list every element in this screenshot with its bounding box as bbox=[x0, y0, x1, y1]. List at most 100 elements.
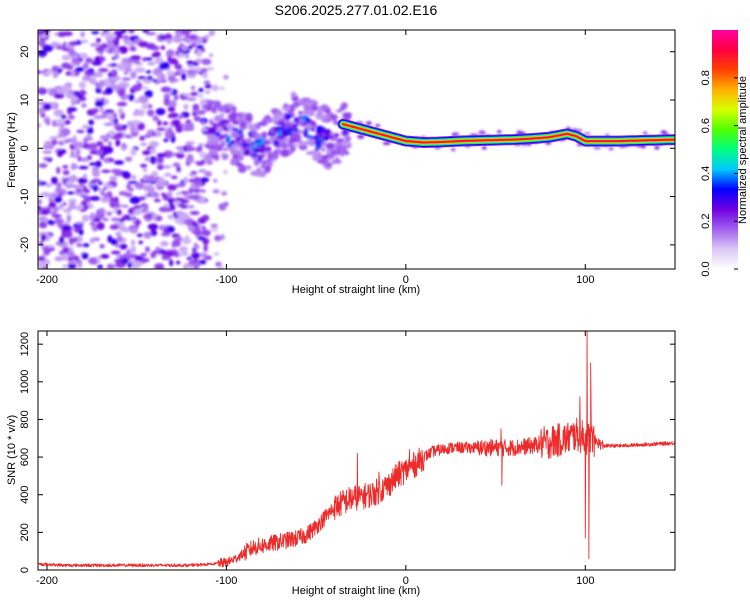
spectrogram-cell bbox=[96, 222, 105, 231]
spectrogram-cell bbox=[198, 87, 204, 93]
spectrogram-cell bbox=[222, 147, 228, 152]
spectrogram-cell bbox=[61, 54, 71, 61]
spectrogram-cell bbox=[382, 141, 391, 145]
spectrogram-cell bbox=[62, 164, 69, 169]
spectrogram-cell bbox=[38, 87, 47, 93]
spectrogram-cell bbox=[298, 110, 303, 115]
spectrogram-cell bbox=[238, 163, 246, 172]
spectrogram-cell bbox=[340, 140, 350, 147]
spectrogram-cell bbox=[66, 251, 76, 258]
spectrogram-cell bbox=[201, 68, 208, 73]
spectrogram-cell bbox=[175, 50, 180, 56]
spectrogram-cell bbox=[164, 251, 175, 257]
spectrogram-cell bbox=[206, 66, 215, 71]
spectrogram-cell bbox=[129, 125, 137, 133]
x-tick-label: 100 bbox=[576, 575, 594, 587]
spectrogram-cell bbox=[155, 182, 167, 187]
spectrogram-cell bbox=[161, 165, 172, 169]
colorbar-tick-label: 0.0 bbox=[700, 261, 712, 276]
spectrogram-cell bbox=[136, 122, 145, 131]
spectrogram-cell bbox=[219, 119, 230, 125]
spectrogram-cell bbox=[214, 234, 222, 242]
spectrogram-cell bbox=[145, 31, 157, 36]
spectrogram-cell bbox=[91, 31, 100, 35]
spectrogram-cell bbox=[176, 166, 181, 172]
spectrogram-cell bbox=[67, 263, 77, 269]
spectrogram-cell bbox=[159, 73, 165, 80]
spectrogram-cell bbox=[55, 186, 62, 194]
spectrogram-cell bbox=[242, 142, 247, 147]
spectrogram-cell bbox=[50, 211, 57, 216]
spectrogram-cell bbox=[178, 147, 184, 155]
spectrogram-cell bbox=[97, 181, 104, 185]
spectrogram-cell bbox=[131, 84, 142, 92]
spectrogram-cell bbox=[215, 261, 222, 267]
spectrogram-cell bbox=[186, 154, 194, 160]
spectrogram-cell bbox=[105, 86, 114, 95]
spectrogram-cell bbox=[288, 132, 294, 136]
spectrogram-cell bbox=[187, 30, 193, 33]
spectrogram-cell bbox=[38, 199, 42, 205]
spectrogram-cell bbox=[144, 89, 153, 98]
spectrogram-cell bbox=[139, 142, 148, 147]
spectrogram-cell bbox=[190, 170, 198, 175]
spectrogram-cell bbox=[292, 132, 300, 139]
spectrogram-cell bbox=[103, 145, 114, 154]
spectrogram-cell bbox=[100, 189, 105, 196]
spectrogram-cell bbox=[113, 196, 119, 204]
spectrogram-cell bbox=[287, 140, 294, 145]
spectrogram-cell bbox=[260, 146, 267, 154]
snr-x-axis-title: Height of straight line (km) bbox=[292, 585, 420, 597]
spectrogram-cell bbox=[85, 57, 94, 64]
spectrogram-cell bbox=[124, 192, 133, 198]
spectrogram-cell bbox=[189, 39, 195, 44]
spectrogram-cell bbox=[99, 244, 105, 249]
spectrogram-cell bbox=[147, 61, 156, 66]
spectrogram-cell bbox=[643, 131, 648, 135]
spectrogram-cell bbox=[143, 203, 149, 211]
spectrogram-cell bbox=[126, 248, 131, 257]
spectrogram-cell bbox=[38, 30, 45, 36]
spectrogram-cell bbox=[98, 79, 106, 88]
spectrogram-cell bbox=[191, 112, 198, 116]
spectrogram-cell bbox=[77, 155, 82, 162]
x-tick-label: -100 bbox=[215, 274, 237, 286]
spectrogram-cell bbox=[175, 183, 186, 188]
spectrogram-cell bbox=[140, 252, 148, 257]
spectrogram-cell bbox=[213, 178, 218, 183]
spectrogram-cell bbox=[144, 57, 153, 61]
spectrogram-cell bbox=[70, 99, 75, 107]
spectrogram-cell bbox=[270, 128, 275, 135]
spectrogram-cell bbox=[115, 139, 121, 147]
spectrogram-cell bbox=[38, 205, 42, 211]
spectrogram-cell bbox=[82, 243, 90, 248]
spectrogram-cell bbox=[138, 240, 144, 245]
spectrogram-cell bbox=[175, 191, 183, 196]
spectrogram-cell bbox=[77, 177, 88, 184]
spectrogram-cell bbox=[204, 84, 212, 89]
spectrogram-cell bbox=[204, 153, 213, 161]
spectrogram-cell bbox=[192, 194, 200, 201]
spectrogram-cell bbox=[258, 121, 268, 127]
spectrogram-cell bbox=[104, 109, 115, 114]
spectrogram-cell bbox=[178, 114, 183, 120]
spectrogram-cell bbox=[46, 219, 55, 225]
spectrogram-cell bbox=[310, 127, 315, 132]
spectrogram-cell bbox=[108, 129, 116, 137]
spectrogram-cell bbox=[62, 230, 73, 238]
spectrogram-cell bbox=[54, 118, 66, 126]
spectrogram-cell bbox=[208, 30, 216, 37]
spectrogram-cell bbox=[183, 103, 189, 111]
snr-panel: -200 -100 0 100 0 200 400 600 800 1000 1200 Heigh… bbox=[6, 330, 676, 597]
spectrogram-cell bbox=[208, 99, 214, 105]
spectrogram-cell bbox=[150, 132, 157, 137]
spectrogram-cell bbox=[307, 134, 312, 139]
spectrogram-cell bbox=[186, 60, 194, 65]
spectrogram-cell bbox=[203, 80, 211, 85]
spectrogram-cell bbox=[42, 103, 52, 111]
spectrogram-cell bbox=[294, 105, 299, 109]
spectrogram-cell bbox=[344, 150, 350, 156]
spectrogram-cell bbox=[63, 208, 71, 214]
spectrogram-cell bbox=[110, 69, 118, 76]
